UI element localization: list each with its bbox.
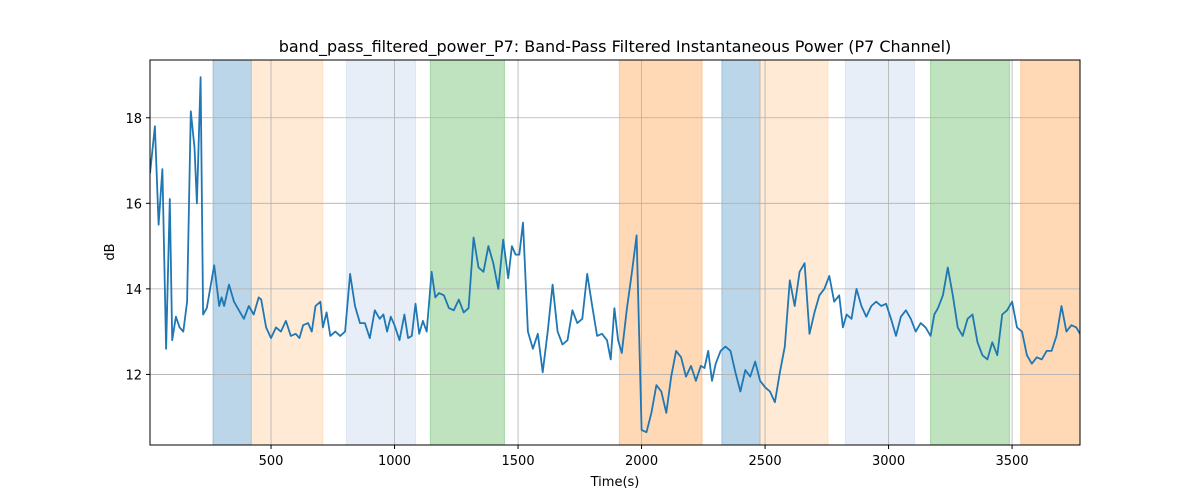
- y-axis-label: dB: [103, 243, 118, 260]
- highlight-band-8: [844, 59, 916, 446]
- chart-title: band_pass_filtered_power_P7: Band-Pass F…: [279, 37, 952, 57]
- y-axis: 12 14 16 18: [125, 112, 150, 383]
- x-tick-label: 1500: [502, 454, 535, 469]
- plot-frame: [149, 59, 1081, 446]
- y-tick-label: 14: [125, 283, 142, 298]
- x-tick-label: 2000: [625, 454, 658, 469]
- x-tick-label: 3000: [872, 454, 905, 469]
- series-line: [150, 76, 1080, 434]
- x-tick-label: 3500: [996, 454, 1029, 469]
- series-group: [150, 76, 1080, 434]
- x-tick-label: 500: [259, 454, 284, 469]
- grid-lines: [150, 60, 1080, 445]
- x-tick-label: 2500: [749, 454, 782, 469]
- highlight-band-4: [429, 59, 505, 446]
- highlight-band-5: [618, 59, 703, 446]
- y-tick-label: 16: [125, 197, 142, 212]
- y-tick-label: 12: [125, 368, 142, 383]
- x-tick-label: 1000: [378, 454, 411, 469]
- x-axis-label: Time(s): [590, 475, 640, 490]
- highlight-band-1: [212, 59, 252, 446]
- highlight-band-2: [250, 59, 324, 446]
- highlight-band-6: [721, 59, 761, 446]
- y-tick-label: 18: [125, 112, 142, 127]
- highlight-band-10: [1020, 59, 1081, 446]
- highlight-bands: [212, 59, 1081, 446]
- x-axis: 500 1000 1500 2000 2500 3000 3500: [259, 445, 1029, 469]
